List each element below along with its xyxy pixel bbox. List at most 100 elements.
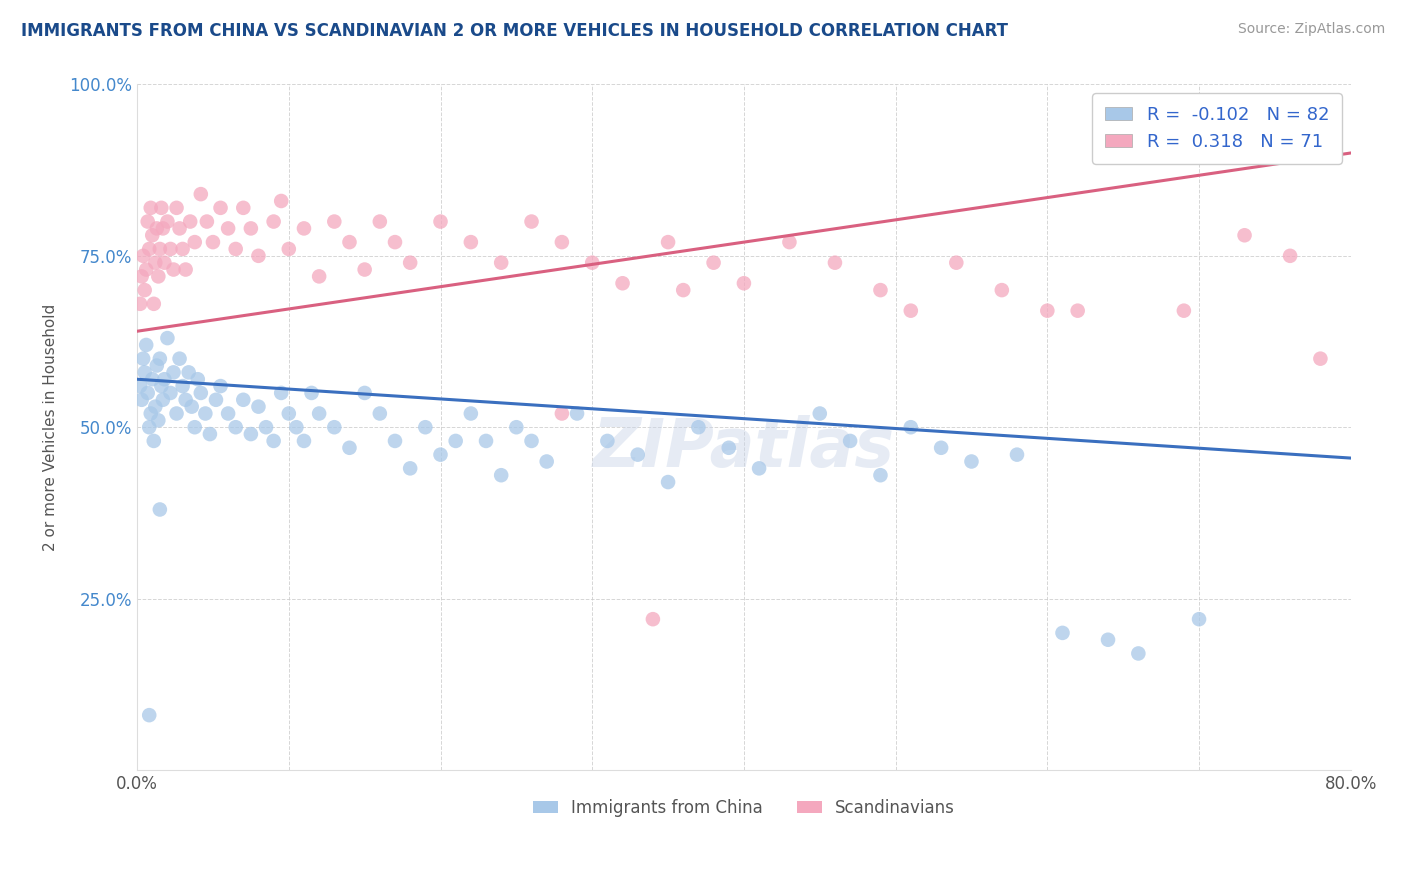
Point [1279, 249, 1302, 263]
Point [166, 407, 188, 421]
Point [399, 255, 422, 269]
Point [339, 235, 361, 249]
Point [132, 249, 155, 263]
Point [945, 255, 967, 269]
Point [703, 255, 725, 269]
Point [131, 392, 153, 407]
Point [174, 392, 197, 407]
Point [285, 420, 308, 434]
Point [190, 386, 212, 401]
Point [581, 255, 603, 269]
Point [717, 441, 740, 455]
Point [149, 351, 172, 366]
Point [323, 214, 346, 228]
Point [172, 242, 194, 256]
Point [308, 407, 330, 421]
Point [688, 420, 710, 434]
Point [143, 255, 166, 269]
Legend: Immigrants from China, Scandinavians: Immigrants from China, Scandinavians [526, 792, 962, 823]
Point [489, 468, 512, 483]
Point [429, 448, 451, 462]
Point [162, 262, 184, 277]
Point [129, 379, 152, 393]
Point [225, 242, 247, 256]
Point [166, 201, 188, 215]
Point [209, 379, 232, 393]
Point [134, 283, 156, 297]
Point [612, 277, 634, 291]
Point [190, 187, 212, 202]
Point [960, 454, 983, 468]
Point [159, 242, 181, 256]
Point [136, 214, 159, 228]
Point [225, 420, 247, 434]
Point [201, 235, 224, 249]
Point [869, 468, 891, 483]
Point [195, 214, 218, 228]
Point [551, 407, 574, 421]
Point [129, 297, 152, 311]
Point [900, 420, 922, 434]
Point [263, 214, 285, 228]
Point [177, 365, 200, 379]
Point [384, 434, 406, 448]
Point [135, 262, 157, 277]
Point [1052, 626, 1074, 640]
Point [460, 407, 482, 421]
Point [323, 420, 346, 434]
Point [565, 407, 588, 421]
Y-axis label: 2 or more Vehicles in Household: 2 or more Vehicles in Household [44, 303, 58, 551]
Point [152, 221, 174, 235]
Point [239, 427, 262, 442]
Point [184, 420, 207, 434]
Point [142, 434, 165, 448]
Point [146, 359, 169, 373]
Point [139, 201, 162, 215]
Point [368, 407, 391, 421]
Point [520, 214, 543, 228]
Point [536, 454, 558, 468]
Point [136, 386, 159, 401]
Point [520, 434, 543, 448]
Point [162, 365, 184, 379]
Point [353, 262, 375, 277]
Point [627, 448, 650, 462]
Point [748, 461, 770, 475]
Point [869, 283, 891, 297]
Point [672, 283, 695, 297]
Point [150, 379, 173, 393]
Point [184, 235, 207, 249]
Point [148, 413, 170, 427]
Text: Source: ZipAtlas.com: Source: ZipAtlas.com [1237, 22, 1385, 37]
Point [808, 407, 831, 421]
Point [141, 228, 163, 243]
Point [475, 434, 498, 448]
Point [156, 214, 179, 228]
Point [1264, 98, 1286, 112]
Point [308, 269, 330, 284]
Point [142, 297, 165, 311]
Point [301, 386, 323, 401]
Point [232, 392, 254, 407]
Point [148, 269, 170, 284]
Point [991, 283, 1014, 297]
Point [339, 441, 361, 455]
Point [198, 427, 221, 442]
Point [172, 379, 194, 393]
Point [657, 235, 679, 249]
Point [134, 365, 156, 379]
Point [131, 269, 153, 284]
Point [135, 338, 157, 352]
Point [444, 434, 467, 448]
Point [460, 235, 482, 249]
Point [778, 235, 800, 249]
Point [270, 194, 292, 208]
Point [292, 434, 315, 448]
Point [139, 407, 162, 421]
Point [657, 475, 679, 489]
Point [733, 277, 755, 291]
Point [138, 242, 160, 256]
Point [217, 407, 239, 421]
Point [1066, 303, 1088, 318]
Point [254, 420, 277, 434]
